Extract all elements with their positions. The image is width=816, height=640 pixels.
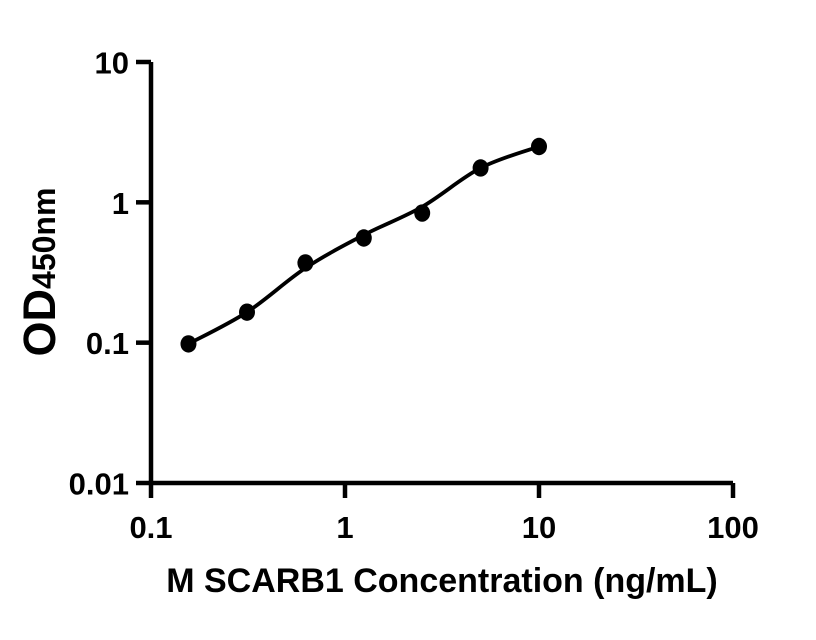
x-tick-label: 10 [522,510,556,545]
y-tick-label: 0.1 [86,326,129,361]
y-axis-title: OD 450nm [14,72,70,472]
y-axis-title-main: OD [14,288,65,357]
data-point [297,254,314,272]
y-axis-title-subscript: 450nm [26,187,62,289]
x-tick-label: 100 [707,510,759,545]
y-tick-label: 10 [95,46,129,81]
data-point [472,159,489,177]
axis-spine [148,62,733,486]
data-point [531,137,547,156]
data-point [414,204,431,222]
data-point [239,303,256,321]
x-tick-label: 1 [336,510,353,545]
x-axis-title: M SCARB1 Concentration (ng/mL) [166,562,718,600]
data-point [355,229,372,247]
x-tick-label: 0.1 [129,510,172,545]
y-tick-label: 1 [112,186,129,221]
y-tick-label: 0.01 [69,467,129,502]
data-point [180,335,197,353]
